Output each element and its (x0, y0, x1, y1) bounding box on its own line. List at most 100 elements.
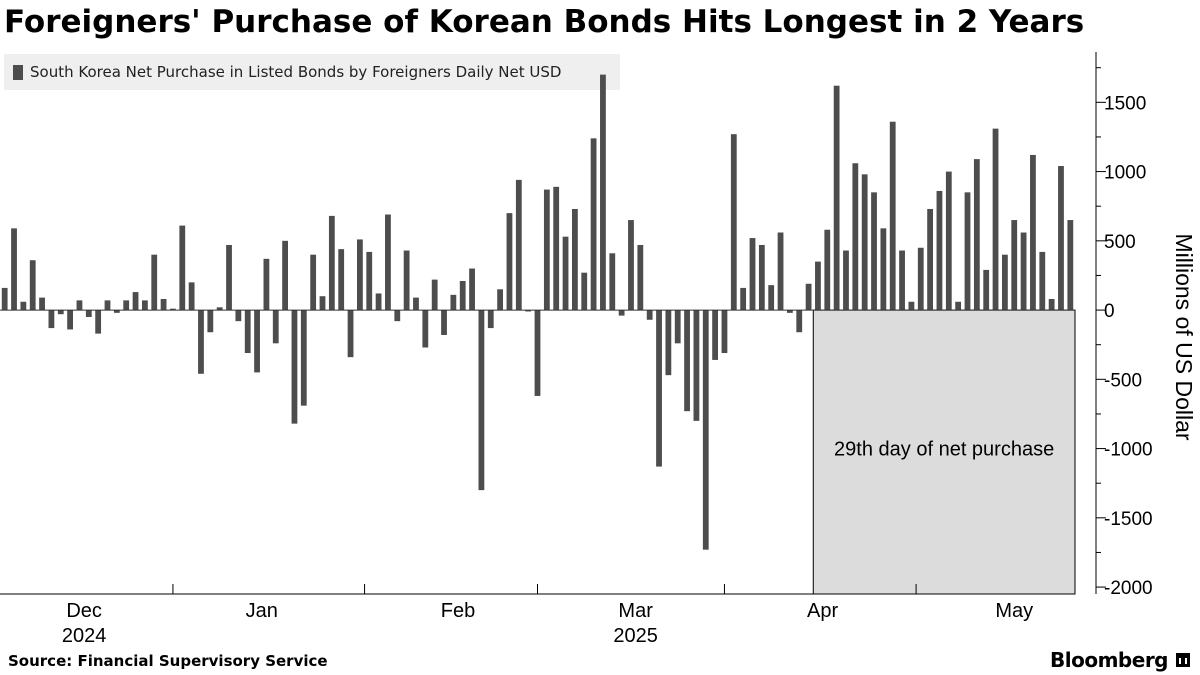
bar (11, 228, 17, 311)
bar (263, 258, 270, 311)
bar (889, 121, 896, 311)
bar (76, 300, 83, 311)
bar (927, 208, 934, 311)
bar (67, 310, 74, 330)
bar (441, 310, 447, 336)
x-tick-label: Mar (618, 600, 653, 622)
bar (487, 310, 494, 329)
bar (730, 134, 737, 311)
bar (955, 301, 962, 311)
bar (319, 296, 326, 311)
bar (57, 310, 64, 315)
bar (628, 220, 634, 311)
bar (824, 229, 831, 311)
x-year-label: 2025 (613, 625, 658, 647)
bar (272, 310, 279, 344)
bar (338, 249, 345, 311)
bar (534, 310, 541, 396)
bar (394, 310, 401, 322)
legend-label: South Korea Net Purchase in Listed Bonds… (30, 63, 562, 81)
legend: South Korea Net Purchase in Listed Bonds… (4, 54, 620, 90)
bar (936, 190, 943, 311)
y-tick-label: 0 (1104, 301, 1115, 322)
bar (29, 260, 36, 311)
bar (254, 310, 260, 373)
bar (198, 310, 204, 374)
bar (282, 240, 289, 311)
bar (216, 307, 223, 311)
bar (347, 310, 354, 358)
bar (478, 310, 485, 491)
bar (964, 192, 971, 311)
bar (646, 310, 653, 320)
bar (674, 310, 681, 344)
bar (796, 310, 803, 333)
bar (141, 300, 148, 311)
annotation-layer: 29th day of net purchase (812, 309, 1076, 595)
bar (815, 261, 821, 311)
bar (581, 272, 588, 311)
bloomberg-terminal-icon (1176, 653, 1190, 667)
bar (1011, 220, 1018, 311)
y-tick-label: -1500 (1104, 509, 1153, 530)
bar (871, 192, 877, 311)
bar (684, 310, 690, 412)
bar (553, 186, 560, 311)
bar (721, 310, 728, 354)
bar (908, 301, 915, 311)
annotation-label: 29th day of net purchase (834, 439, 1054, 461)
bar (515, 179, 522, 311)
bar (459, 280, 466, 311)
bar (983, 269, 990, 311)
bar (506, 213, 513, 311)
bar (113, 310, 120, 313)
bar (497, 289, 504, 311)
y-tick-label: -500 (1104, 370, 1142, 391)
bar (833, 85, 840, 311)
bar (712, 310, 719, 360)
bar (431, 279, 438, 311)
bar (170, 308, 176, 311)
bar (656, 310, 662, 467)
y-axis-label: Millions of US Dollar (1171, 233, 1197, 440)
bar (1001, 254, 1008, 311)
bar (1039, 251, 1046, 311)
bar (188, 282, 195, 311)
bar (422, 310, 429, 348)
bar (945, 171, 952, 311)
bar (618, 310, 625, 316)
bar (179, 225, 186, 311)
bar (973, 159, 980, 311)
annotation-region (812, 309, 1076, 595)
legend-swatch (13, 64, 23, 80)
bar (590, 138, 597, 311)
x-tick-label: Jan (246, 600, 278, 622)
x-tick-label: Apr (807, 600, 838, 622)
y-tick-label: 1000 (1104, 163, 1146, 184)
bar (123, 300, 130, 311)
bar (899, 250, 905, 311)
bar (356, 239, 363, 311)
y-tick-label: 1500 (1104, 93, 1146, 114)
bar (469, 268, 475, 311)
bar (95, 310, 102, 334)
bar (39, 297, 45, 311)
bar (917, 247, 924, 311)
y-tick-label: 500 (1104, 232, 1136, 253)
brand-logo: Bloomberg (1050, 648, 1190, 672)
bar (244, 310, 251, 354)
bar (525, 310, 532, 312)
chart-title: Foreigners' Purchase of Korean Bonds Hit… (4, 4, 1085, 40)
bar (403, 250, 410, 311)
bar (20, 301, 27, 311)
bar (702, 310, 709, 550)
bar (992, 128, 999, 311)
y-tick-label: -2000 (1104, 578, 1153, 599)
bar (151, 254, 158, 311)
bar (665, 310, 672, 376)
bar (805, 283, 812, 311)
bar (300, 310, 307, 406)
x-tick-label: Feb (441, 600, 475, 622)
bar (104, 300, 111, 311)
bar (1020, 232, 1027, 311)
